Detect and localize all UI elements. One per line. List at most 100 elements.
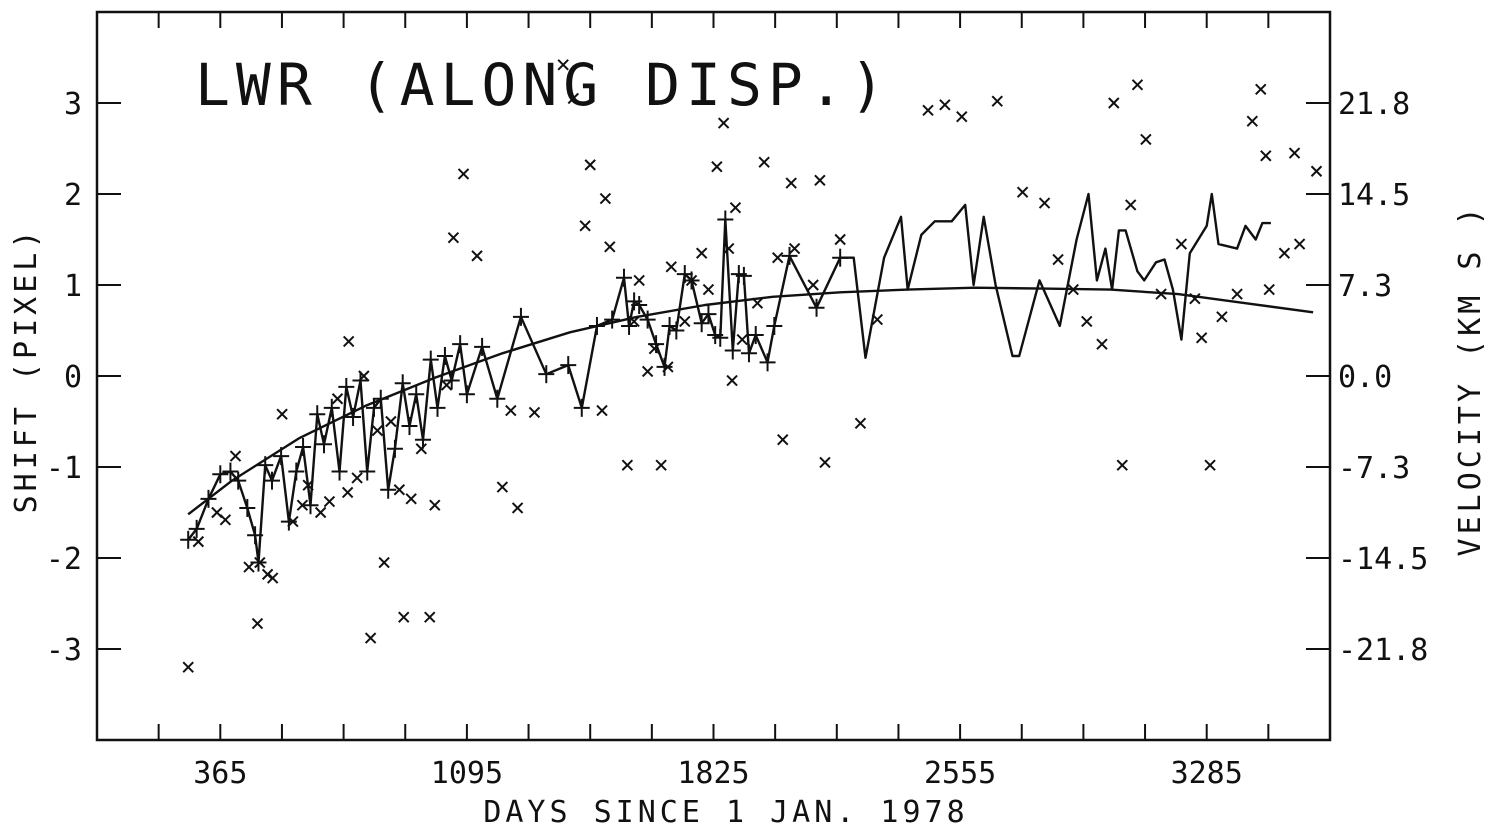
cross-marker: [341, 486, 354, 499]
cross-marker: [447, 231, 460, 244]
cross-marker: [567, 92, 580, 105]
cross-marker: [276, 408, 288, 420]
cross-marker: [1175, 238, 1188, 250]
cross-marker: [599, 192, 612, 205]
cross-marker: [1081, 315, 1093, 328]
y2-axis-label: VELOCITY (KM S ): [1453, 204, 1488, 557]
cross-marker: [1096, 338, 1108, 350]
cross-marker: [331, 393, 344, 405]
series-line: [187, 192, 1271, 564]
cross-marker: [192, 535, 205, 548]
y2-tick-label: 14.5: [1338, 178, 1410, 213]
cross-marker: [1293, 238, 1306, 250]
cross-marker: [1038, 197, 1051, 209]
cross-marker: [424, 611, 436, 623]
cross-marker: [440, 379, 453, 391]
cross-marker: [1288, 147, 1301, 159]
cross-marker: [922, 104, 934, 116]
x-tick-label: 1095: [431, 756, 503, 791]
cross-marker: [296, 499, 309, 511]
trend-curve: [187, 286, 1314, 516]
cross-marker: [557, 59, 569, 71]
cross-marker: [405, 493, 417, 505]
cross-marker: [1310, 165, 1323, 177]
cross-marker: [736, 333, 748, 346]
cross-marker: [584, 159, 596, 171]
cross-marker: [679, 315, 691, 328]
x-tick-label: 3285: [1171, 756, 1243, 791]
cross-marker: [364, 632, 377, 644]
cross-marker: [182, 661, 194, 673]
cross-marker: [729, 201, 742, 214]
y-tick-label: -3: [46, 633, 82, 668]
plot-frame: [95, 10, 1332, 742]
cross-marker: [1108, 97, 1120, 109]
cross-marker: [1124, 199, 1137, 211]
cross-marker: [1016, 186, 1029, 198]
cross-marker: [1195, 332, 1208, 344]
cross-marker: [1216, 311, 1228, 323]
cross-marker: [819, 456, 831, 469]
cross-marker: [229, 450, 242, 462]
cross-marker: [251, 617, 264, 630]
x-tick-label: 365: [193, 756, 247, 791]
y2-tick-label: 7.3: [1338, 269, 1392, 304]
cross-marker: [1116, 459, 1128, 471]
cross-marker: [1131, 79, 1144, 91]
cross-marker: [854, 417, 867, 430]
y-tick-label: 1: [64, 269, 82, 304]
cross-marker: [351, 472, 363, 484]
cross-marker: [991, 95, 1003, 107]
cross-marker: [834, 233, 846, 246]
cross-marker: [777, 433, 789, 446]
y-tick-label: 2: [64, 178, 82, 213]
cross-marker: [785, 177, 797, 189]
cross-marker: [314, 506, 327, 519]
cross-marker: [243, 561, 255, 573]
cross-marker: [219, 514, 232, 526]
cross-marker: [807, 279, 819, 291]
x-tick-label: 2555: [924, 756, 996, 791]
cross-marker: [471, 250, 483, 262]
cross-marker: [604, 241, 616, 253]
cross-marker: [528, 406, 541, 419]
cross-marker: [814, 174, 826, 187]
x-tick-label: 1825: [677, 756, 749, 791]
cross-marker: [702, 283, 715, 296]
cross-marker: [641, 365, 654, 378]
cross-marker: [711, 160, 723, 173]
cross-marker: [1231, 288, 1243, 300]
cross-marker: [1052, 253, 1064, 266]
y2-tick-label: -14.5: [1338, 542, 1428, 577]
cross-marker: [633, 274, 645, 287]
y2-tick-label: 0.0: [1338, 360, 1392, 395]
cross-marker: [415, 443, 428, 455]
y-tick-label: -2: [46, 542, 82, 577]
chart-title: LWR (ALONG DISP.): [195, 51, 891, 119]
cross-marker: [398, 611, 410, 623]
y-axis-label: SHIFT (PIXEL): [9, 227, 44, 514]
cross-marker: [266, 572, 279, 584]
cross-marker: [496, 481, 509, 493]
y-tick-label: 0: [64, 360, 82, 395]
cross-marker: [393, 484, 406, 496]
cross-marker: [323, 495, 336, 508]
cross-marker: [717, 117, 730, 129]
cross-marker: [758, 156, 770, 168]
cross-marker: [385, 415, 397, 428]
cross-marker: [695, 247, 708, 259]
cross-marker: [621, 459, 634, 471]
cross-marker: [429, 499, 441, 511]
y2-tick-label: 21.8: [1338, 87, 1410, 122]
y2-tick-label: -21.8: [1338, 633, 1428, 668]
cross-marker: [956, 110, 968, 123]
cross-marker: [579, 220, 591, 232]
cross-marker: [342, 335, 355, 348]
cross-marker: [254, 556, 266, 569]
cross-marker: [665, 261, 677, 273]
y-tick-label: -1: [46, 451, 82, 486]
axis-ticks: 365 1095 1825 2555 3285 -3 -2 -1 0 1 2 3 -21.8 -14.5 -…: [46, 12, 1428, 791]
cross-marker: [655, 459, 667, 471]
cross-marker: [1260, 150, 1272, 162]
cross-marker: [596, 404, 608, 417]
